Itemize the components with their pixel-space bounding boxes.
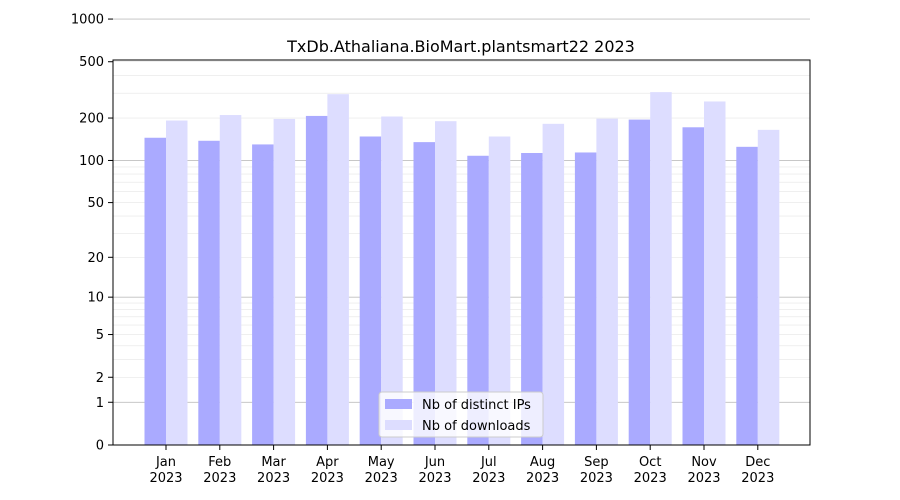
y-tick-label: 200 (79, 112, 104, 127)
x-tick-label: Mar 2023 (257, 455, 290, 486)
bar-distinct-ips (198, 140, 220, 445)
x-axis: Jan 2023 Feb 2023 Mar 2023 Apr 2023 May 2023 Jun 20… (149, 445, 774, 486)
y-tick-label: 50 (87, 196, 104, 211)
bar-downloads (381, 116, 403, 445)
x-tick-label: Dec 2023 (741, 455, 774, 486)
x-tick-label: Jul 2023 (472, 455, 505, 486)
bar-distinct-ips (359, 136, 382, 445)
plot-frame (112, 59, 811, 446)
bar-downloads (435, 121, 457, 445)
x-tick-label: Nov 2023 (687, 455, 720, 486)
x-tick-label: May 2023 (365, 455, 398, 486)
bar-downloads (327, 94, 349, 446)
bar-distinct-ips (736, 146, 758, 445)
x-tick-label: Jan 2023 (149, 455, 182, 486)
y-tick-label: 100 (79, 154, 104, 169)
bar-distinct-ips (682, 127, 704, 445)
bar-downloads (542, 123, 565, 445)
y-axis: 0 1 2 5 10 20 50 100 200 500 1000 (71, 13, 113, 454)
bar-distinct-ips (574, 152, 597, 446)
bar-downloads (704, 101, 726, 446)
bar-distinct-ips (252, 144, 274, 445)
x-tick-label: Feb 2023 (203, 455, 236, 486)
y-tick-label: 1 (96, 396, 104, 411)
legend-label: Nb of distinct IPs (422, 398, 531, 413)
bar-downloads (166, 120, 188, 445)
bar-downloads (219, 115, 242, 445)
bar-distinct-ips (521, 153, 543, 446)
x-tick-label: Sep 2023 (580, 455, 613, 486)
chart-title: TxDb.Athaliana.BioMart.plantsmart22 2023 (286, 37, 635, 56)
bar-downloads (488, 136, 511, 445)
legend-label: Nb of downloads (422, 419, 531, 434)
bar-distinct-ips (628, 119, 651, 445)
y-tick-label: 1000 (71, 13, 104, 28)
legend: Nb of distinct IPs Nb of downloads (378, 391, 544, 438)
y-tick-label: 500 (79, 55, 104, 70)
y-tick-label: 2 (96, 371, 104, 386)
bar-distinct-ips (144, 137, 166, 445)
legend-swatch (385, 399, 412, 409)
x-tick-label: Oct 2023 (634, 455, 667, 486)
bar-distinct-ips (305, 115, 328, 445)
bar-downloads (650, 92, 672, 445)
bar-distinct-ips (413, 142, 435, 446)
bar-downloads (757, 129, 780, 446)
y-tick-label: 20 (87, 251, 104, 266)
legend-swatch (385, 420, 412, 430)
x-tick-label: Apr 2023 (311, 455, 344, 486)
legend-box (378, 391, 544, 438)
bar-downloads (273, 118, 296, 446)
y-tick-label: 0 (96, 439, 104, 454)
bars-layer (144, 92, 780, 446)
y-tick-label: 5 (96, 328, 104, 343)
x-tick-label: Jun 2023 (418, 455, 451, 486)
bar-distinct-ips (467, 155, 489, 445)
x-tick-label: Aug 2023 (526, 455, 559, 486)
bar-downloads (596, 118, 618, 445)
y-tick-label: 10 (87, 291, 104, 306)
